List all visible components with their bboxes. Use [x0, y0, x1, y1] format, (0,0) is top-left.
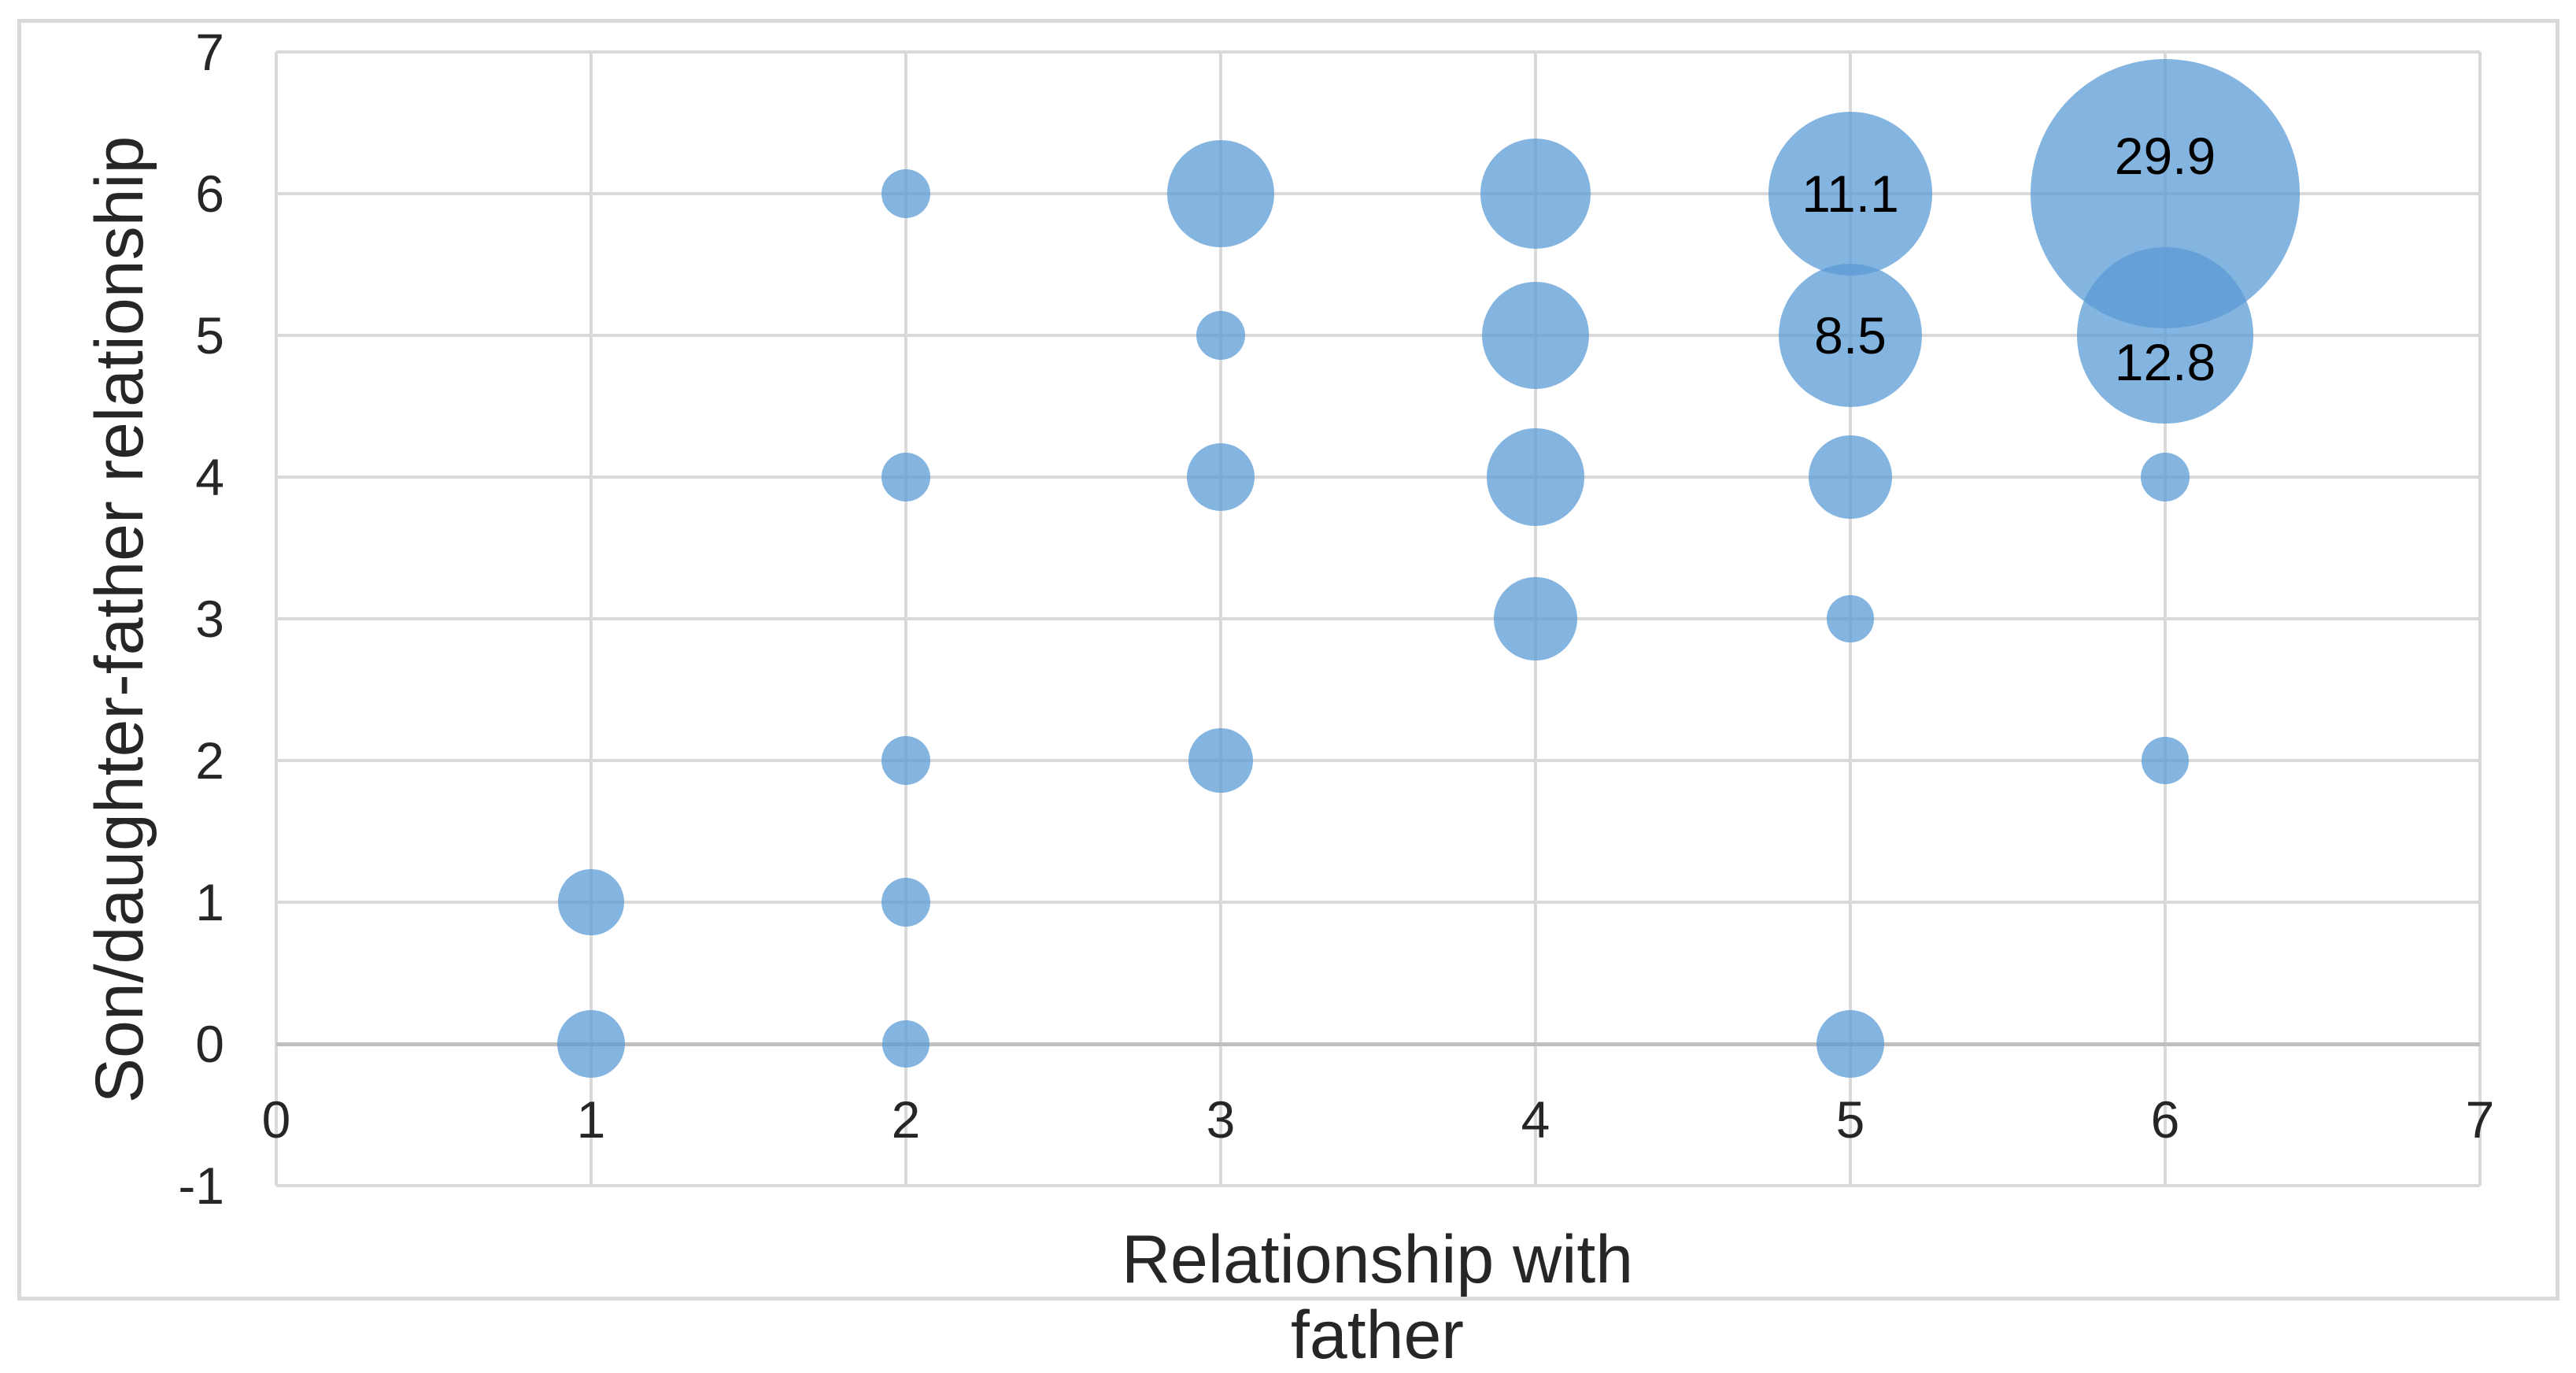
chart-border: [17, 19, 2559, 1301]
bubble: [1196, 310, 1246, 361]
h-gridline: [276, 1184, 2480, 1187]
y-tick-label: -1: [178, 1157, 224, 1215]
y-tick-label: 4: [195, 448, 224, 506]
x-tick-label: 3: [1206, 1090, 1236, 1149]
y-tick-label: 7: [195, 23, 224, 81]
y-tick-label: 5: [195, 306, 224, 365]
bubble: [556, 1009, 625, 1078]
bubble: [881, 735, 931, 786]
bubble: [1816, 1009, 1884, 1078]
bubble: [1779, 264, 1922, 407]
bubble: [1186, 442, 1255, 511]
bubble-chart: 8.5 11.1 12.8 29.9 7 6 5 4 3 2 1 0 -1 0 1 2 3 4 5 6 7 Rela…: [17, 19, 2559, 1373]
y-tick-label: 1: [195, 873, 224, 931]
bubble: [1166, 139, 1275, 248]
bubble: [881, 452, 931, 502]
bubble: [2077, 247, 2253, 424]
bubble: [1827, 595, 1874, 642]
h-gridline: [276, 476, 2480, 479]
bubble: [1188, 728, 1253, 793]
bubble: [558, 869, 624, 935]
h-gridline: [276, 759, 2480, 762]
y-tick-label: 2: [195, 731, 224, 790]
bubble: [1481, 281, 1590, 390]
x-axis-line: [276, 1042, 2480, 1046]
h-gridline: [276, 50, 2480, 54]
h-gridline: [276, 334, 2480, 337]
x-tick-label: 6: [2150, 1090, 2180, 1149]
x-tick-label: 2: [891, 1090, 921, 1149]
bubble: [1493, 576, 1578, 661]
x-tick-label: 0: [261, 1090, 291, 1149]
x-axis-title: Relationship with father: [1121, 1222, 1634, 1373]
bubble: [881, 877, 931, 927]
y-tick-label: 3: [195, 590, 224, 648]
y-tick-label: 0: [195, 1015, 224, 1073]
bubble-data-label: 29.9: [2114, 127, 2216, 185]
y-axis-title: Son/daughter-father relationship: [82, 135, 157, 1104]
bubble-data-label: 11.1: [1802, 165, 1899, 223]
h-gridline: [276, 617, 2480, 620]
x-tick-label: 5: [1835, 1090, 1865, 1149]
x-tick-label: 7: [2465, 1090, 2495, 1149]
bubble: [1768, 112, 1932, 276]
bubble: [882, 1020, 930, 1068]
bubble: [1480, 139, 1591, 249]
bubble: [2142, 737, 2189, 784]
v-gridline: [2478, 52, 2482, 1186]
bubble: [2140, 452, 2190, 502]
bubble: [1487, 428, 1584, 526]
x-tick-label: 4: [1521, 1090, 1550, 1149]
bubble-data-label: 8.5: [1814, 306, 1887, 365]
x-tick-label: 1: [576, 1090, 606, 1149]
y-tick-label: 6: [195, 165, 224, 223]
bubble: [881, 168, 931, 219]
bubble-data-label: 12.8: [2114, 333, 2216, 391]
bubble: [1808, 435, 1893, 520]
h-gridline: [276, 192, 2480, 195]
h-gridline: [276, 901, 2480, 904]
